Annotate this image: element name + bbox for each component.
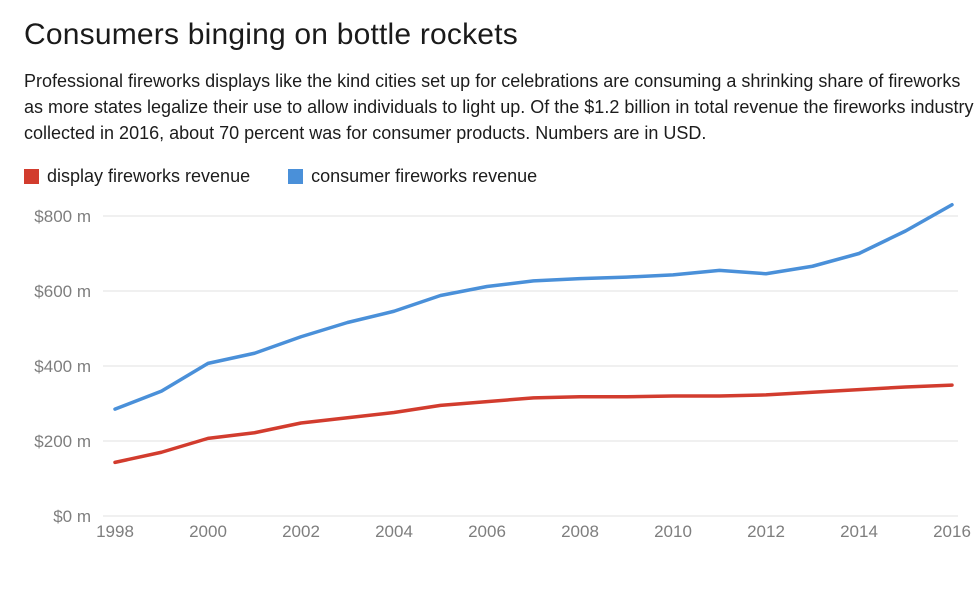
svg-text:2016: 2016 [933,522,971,541]
svg-text:$600 m: $600 m [34,282,91,301]
svg-text:2012: 2012 [747,522,785,541]
y-axis-labels: $0 m $200 m $400 m $600 m $800 m [34,207,91,526]
legend-item-display: display fireworks revenue [24,166,250,187]
legend-swatch-consumer-icon [288,169,304,184]
legend-label-consumer: consumer fireworks revenue [311,166,538,186]
chart-card: Consumers binging on bottle rockets Prof… [24,18,980,541]
x-axis-labels: 1998 2000 2002 2004 2006 2008 2010 2012 2014 2016 [96,522,971,541]
svg-text:2008: 2008 [561,522,599,541]
legend-swatch-display-icon [24,169,39,184]
svg-text:2006: 2006 [468,522,506,541]
svg-text:$800 m: $800 m [34,207,91,226]
svg-text:$200 m: $200 m [34,432,91,451]
svg-text:2004: 2004 [375,522,413,541]
svg-text:2014: 2014 [840,522,878,541]
svg-text:2002: 2002 [282,522,320,541]
svg-text:$0 m: $0 m [53,507,91,526]
svg-text:1998: 1998 [96,522,134,541]
legend-item-consumer: consumer fireworks revenue [288,166,537,187]
legend: display fireworks revenue consumer firew… [24,166,980,187]
gridlines [103,215,958,517]
series-line-display [113,383,954,465]
svg-text:$400 m: $400 m [34,357,91,376]
legend-label-display: display fireworks revenue [47,166,251,186]
svg-text:2000: 2000 [189,522,227,541]
svg-text:2010: 2010 [654,522,692,541]
series-line-consumer [113,203,954,411]
line-chart: $0 m $200 m $400 m $600 m $800 m 1998 2000 2002… [34,203,971,541]
page-title: Consumers binging on bottle rockets [24,18,518,51]
chart-description: Professional fireworks displays like the… [24,71,974,143]
